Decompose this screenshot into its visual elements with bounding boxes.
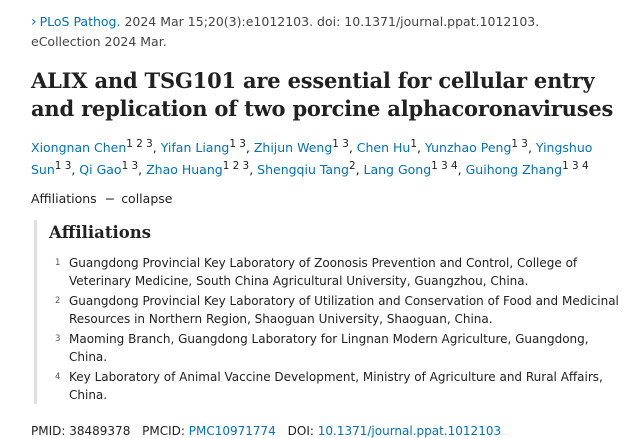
author: Guihong Zhang1 3 4 — [465, 160, 589, 178]
affiliation-item: 2 Guangdong Provincial Key Laboratory of … — [49, 292, 621, 328]
author-link[interactable]: Yunzhao Peng — [424, 140, 512, 156]
author-affiliation-refs[interactable]: 1 3 4 — [431, 160, 458, 173]
author-separator: , — [457, 162, 466, 178]
affiliation-text: Key Laboratory of Animal Vaccine Develop… — [69, 370, 603, 403]
author-link[interactable]: Zhijun Weng — [253, 140, 333, 156]
author-link[interactable]: Shengqiu Tang — [257, 162, 349, 178]
author-separator: , — [138, 162, 147, 178]
affiliations-panel: Affiliations 1 Guangdong Provincial Key L… — [34, 220, 621, 405]
author-separator: , — [355, 162, 364, 178]
affiliations-toggle-label: Affiliations — [31, 191, 97, 207]
minus-icon: − — [104, 191, 116, 207]
affiliation-number: 1 — [55, 258, 61, 269]
ecollection: eCollection 2024 Mar. — [31, 34, 167, 49]
affiliation-item: 1 Guangdong Provincial Key Laboratory of … — [49, 254, 621, 290]
author: Xiongnan Chen1 2 3 — [31, 138, 153, 156]
author-affiliation-refs[interactable]: 1 3 — [511, 138, 528, 150]
author-affiliation-refs[interactable]: 1 — [410, 138, 417, 150]
chevron-right-icon[interactable]: › — [31, 14, 37, 30]
author: Yunzhao Peng1 3 — [424, 138, 528, 156]
affiliation-item: 3 Maoming Branch, Guangdong Laboratory fo… — [49, 330, 621, 366]
affiliations-heading: Affiliations — [49, 223, 152, 243]
author-separator: , — [527, 140, 536, 156]
author: Yifan Liang1 3 — [160, 138, 246, 156]
author-affiliation-refs[interactable]: 1 3 — [229, 138, 246, 150]
author-affiliation-refs[interactable]: 1 3 4 — [562, 160, 589, 173]
affiliation-number: 2 — [55, 296, 61, 307]
author: Qi Gao1 3 — [79, 160, 139, 178]
citation: › PLoS Pathog. 2024 Mar 15;20(3):e1012103… — [31, 12, 621, 51]
author: Lang Gong1 3 4 — [363, 160, 458, 178]
author-link[interactable]: Guihong Zhang — [465, 162, 563, 178]
author: Chen Hu1 — [356, 138, 417, 156]
author-separator: , — [245, 140, 254, 156]
pmid-label: PMID: — [31, 424, 66, 438]
citation-details: 2024 Mar 15;20(3):e1012103. doi: 10.1371… — [120, 14, 540, 29]
doi-label: DOI: — [287, 424, 314, 438]
author-link[interactable]: Yingshuo Sun — [31, 140, 593, 178]
author-list: Xiongnan Chen1 2 3, Yifan Liang1 3, Zhij… — [31, 135, 621, 179]
author: Yingshuo Sun1 3 — [31, 140, 592, 177]
author-link[interactable]: Zhao Huang — [146, 162, 223, 178]
author-separator: , — [348, 140, 357, 156]
pmcid-link[interactable]: PMC10971774 — [188, 424, 276, 438]
author-link[interactable]: Chen Hu — [356, 140, 411, 156]
doi-link[interactable]: 10.1371/journal.ppat.1012103 — [317, 424, 502, 438]
author-separator: , — [416, 140, 425, 156]
author-separator: , — [71, 162, 80, 178]
journal-link[interactable]: PLoS Pathog. — [39, 14, 121, 29]
author-affiliation-refs[interactable]: 1 3 — [54, 160, 72, 173]
article-header: › PLoS Pathog. 2024 Mar 15;20(3):e1012103… — [31, 12, 621, 438]
author-separator: , — [152, 140, 161, 156]
author: Shengqiu Tang2 — [257, 160, 356, 178]
author-affiliation-refs[interactable]: 1 2 3 — [126, 138, 153, 150]
author-link[interactable]: Yifan Liang — [160, 140, 230, 156]
author-affiliation-refs[interactable]: 1 2 3 — [222, 160, 250, 173]
affiliation-text: Guangdong Provincial Key Laboratory of Z… — [69, 256, 578, 289]
author-affiliation-refs[interactable]: 1 3 — [332, 138, 349, 150]
affiliation-text: Guangdong Provincial Key Laboratory of U… — [69, 294, 619, 327]
affiliations-list: 1 Guangdong Provincial Key Laboratory of … — [49, 254, 621, 404]
author-separator: , — [249, 162, 258, 178]
collapse-link[interactable]: collapse — [121, 191, 173, 207]
author-affiliation-refs[interactable]: 1 3 — [121, 160, 139, 173]
author-affiliation-refs[interactable]: 2 — [348, 160, 356, 173]
pmid-value: 38489378 — [69, 424, 131, 438]
author: Zhao Huang1 2 3 — [146, 160, 250, 178]
affiliation-item: 4 Key Laboratory of Animal Vaccine Develo… — [49, 368, 621, 404]
pmcid-label: PMCID: — [142, 424, 185, 438]
page-title: ALIX and TSG101 are essential for cellul… — [31, 68, 614, 121]
author: Zhijun Weng1 3 — [253, 138, 349, 156]
author-link[interactable]: Xiongnan Chen — [31, 140, 127, 156]
affiliation-number: 4 — [55, 372, 61, 383]
author-link[interactable]: Qi Gao — [79, 162, 122, 178]
author-link[interactable]: Lang Gong — [363, 162, 432, 178]
affiliations-toggle[interactable]: Affiliations − collapse — [31, 191, 621, 206]
identifiers: PMID: 38489378 PMCID: PMC10971774 DOI: 1… — [31, 424, 621, 438]
affiliation-number: 3 — [55, 334, 61, 345]
affiliation-text: Maoming Branch, Guangdong Laboratory for… — [69, 332, 589, 365]
